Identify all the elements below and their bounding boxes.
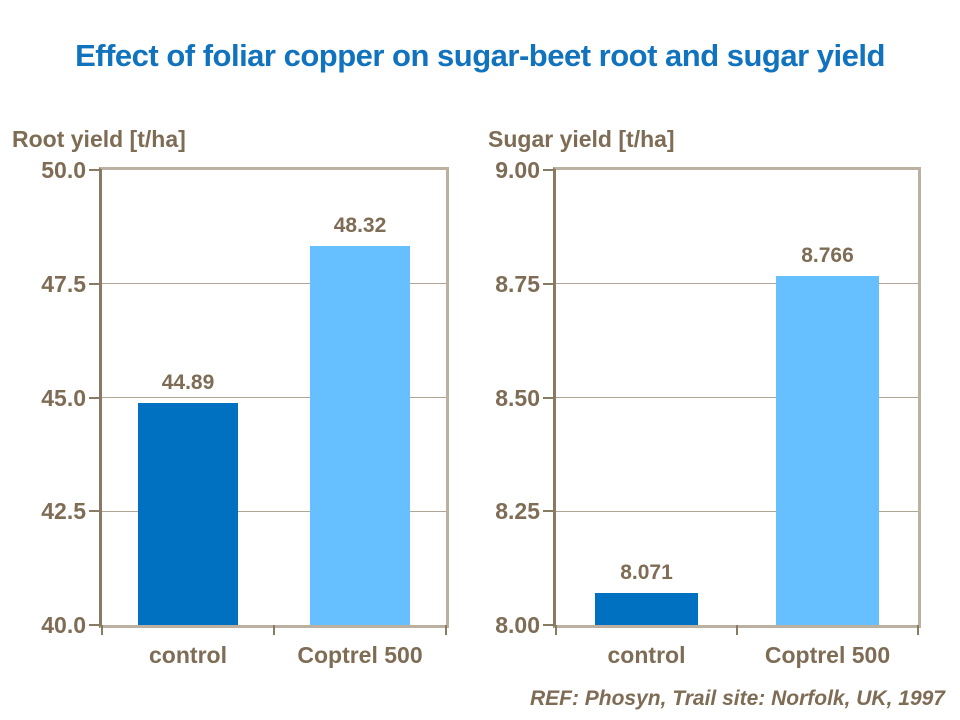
x-axis-tick (736, 625, 738, 635)
y-axis-tick (89, 510, 102, 513)
x-category-label: Coptrel 500 (764, 642, 891, 668)
gridline (102, 510, 446, 512)
y-tick-label: 8.25 (495, 498, 540, 525)
y-axis-tick (89, 624, 102, 626)
y-axis-tick (543, 169, 556, 171)
x-axis-tick (917, 625, 919, 635)
bar-value-label: 8.766 (801, 244, 854, 268)
y-axis-tick (543, 510, 556, 513)
y-axis-tick (543, 624, 556, 626)
y-tick-label: 8.75 (495, 270, 540, 297)
x-axis-tick (555, 625, 557, 635)
y-axis-tick (89, 169, 102, 171)
x-axis-tick (273, 625, 275, 635)
x-axis-tick (445, 625, 447, 635)
bar-coptrel-500 (310, 246, 410, 625)
x-category-label: control (607, 642, 686, 668)
y-axis-tick (543, 396, 556, 399)
bar-value-label: 8.071 (620, 560, 673, 584)
bar-value-label: 44.89 (161, 370, 215, 394)
reference-note: REF: Phosyn, Trail site: Norfolk, UK, 19… (529, 687, 945, 710)
gridline (556, 397, 918, 398)
gridline (556, 283, 918, 285)
gridline (102, 397, 446, 398)
gridline (556, 510, 918, 512)
y-axis-tick (543, 282, 556, 285)
page-title: Effect of foliar copper on sugar-beet ro… (75, 38, 885, 73)
y-axis-tick (89, 396, 102, 399)
y-tick-label: 47.5 (41, 270, 86, 297)
y-tick-label: 40.0 (41, 612, 86, 638)
sugar-yield-plot: 9.00 8.75 8.50 8.25 8.00 8.071 control 8.766 Cop… (495, 157, 921, 668)
y-tick-label: 45.0 (41, 384, 86, 411)
gridline (102, 283, 446, 285)
x-category-label: control (149, 642, 227, 668)
y-tick-label: 8.00 (495, 612, 540, 638)
bar-value-label: 48.32 (333, 214, 387, 238)
bar-control (138, 402, 238, 625)
axis-title-root-yield: Root yield [t/ha] (12, 126, 186, 152)
y-tick-label: 50.0 (41, 157, 86, 183)
x-category-label: Coptrel 500 (297, 642, 423, 668)
x-axis-tick (101, 625, 103, 635)
y-tick-label: 42.5 (41, 498, 86, 525)
y-axis-tick (89, 282, 102, 285)
y-tick-label: 9.00 (495, 157, 540, 183)
axis-title-sugar-yield: Sugar yield [t/ha] (488, 126, 675, 152)
bar-control (595, 592, 698, 625)
y-tick-label: 8.50 (495, 384, 540, 411)
bar-coptrel-500 (776, 276, 879, 625)
root-yield-plot: 50.0 47.5 45.0 42.5 40.0 44.89 control 48.32 Cop… (41, 157, 449, 668)
